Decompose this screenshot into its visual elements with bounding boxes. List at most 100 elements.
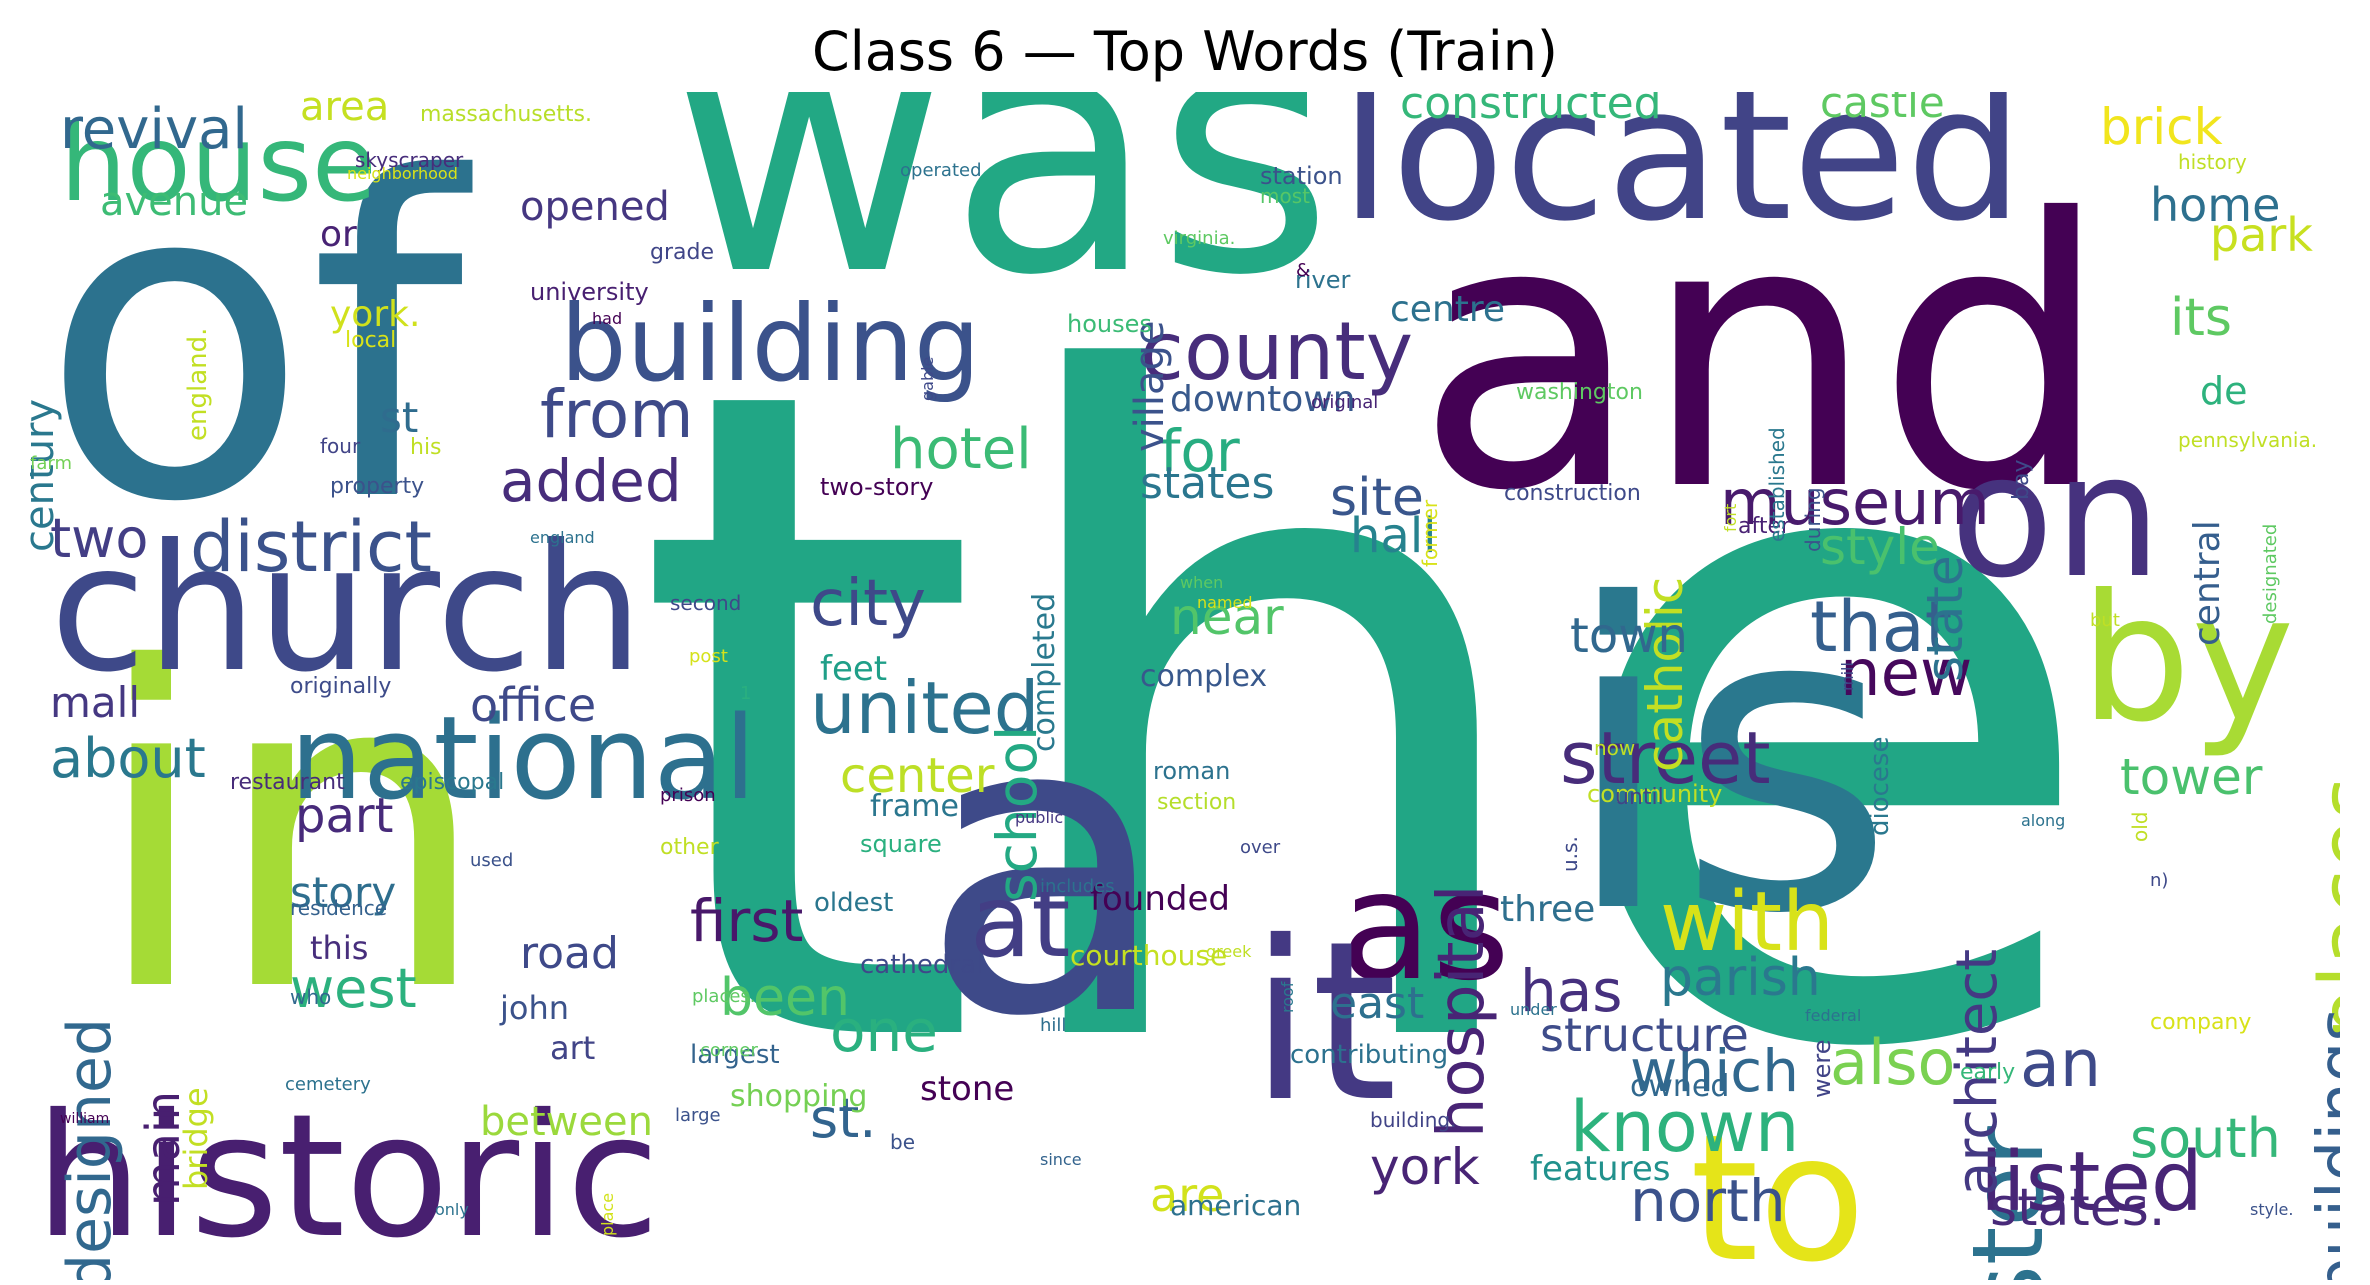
- word-story: story: [290, 868, 397, 917]
- word-includes: includes: [1040, 876, 1115, 897]
- word-is: is: [1560, 517, 1896, 1006]
- word-four: four: [320, 434, 361, 458]
- word-mill: mill: [1838, 662, 1857, 691]
- word-state: state: [1916, 555, 1974, 682]
- word-federal: federal: [1805, 1006, 1862, 1025]
- word-pennsylvania: pennsylvania.: [2178, 428, 2318, 452]
- word-early: early: [1960, 1060, 2016, 1085]
- word-places: places: [2303, 776, 2340, 1040]
- word-listed: listed: [1980, 1135, 2203, 1230]
- word-century: century: [30, 398, 63, 552]
- word-historic: historic: [35, 1078, 660, 1276]
- word-designated: designated: [2260, 523, 2281, 624]
- word-district: district: [190, 506, 432, 588]
- word-located: located: [1340, 92, 2024, 262]
- word-a: a: [920, 628, 1172, 1106]
- word-feet: feet: [820, 649, 888, 689]
- word-original: original: [1311, 392, 1379, 413]
- word-virginia: virginia.: [1163, 228, 1236, 249]
- word-largest: largest: [690, 1040, 780, 1070]
- word-england: england: [530, 528, 595, 547]
- word-over: over: [1240, 837, 1281, 858]
- word-buildings: buildings: [2305, 1008, 2340, 1280]
- word-owned: owned: [1630, 1069, 1730, 1104]
- word-that: that: [1810, 586, 1953, 668]
- word-only: only: [435, 1200, 469, 1219]
- word-features: features: [1530, 1149, 1671, 1189]
- word-hotel: hotel: [890, 417, 1032, 482]
- word-prison: prison: [660, 785, 716, 806]
- word-bridge: bridge: [177, 1087, 215, 1190]
- word-east: east: [1330, 978, 1425, 1029]
- word-tower: tower: [2120, 748, 2263, 806]
- word-opened: opened: [520, 184, 670, 230]
- word-diocese: diocese: [1865, 736, 1895, 836]
- word-neighborhood: neighborhood: [347, 164, 458, 183]
- word-under: under: [1510, 1000, 1557, 1019]
- word-shopping: shopping: [730, 1079, 868, 1114]
- word-castle: castle: [1820, 92, 1945, 127]
- word-this: this: [310, 929, 369, 967]
- word-at: at: [970, 863, 1071, 980]
- word-st: st: [380, 393, 419, 442]
- word-hall: hall: [1350, 508, 1437, 564]
- word-of: of: [40, 92, 465, 598]
- word-south: south: [2130, 1107, 2281, 1170]
- word-other: other: [660, 835, 719, 860]
- word-york: york: [1370, 1138, 1480, 1196]
- word-history: history: [2178, 150, 2247, 174]
- word-catholic: catholic: [1636, 576, 1694, 772]
- word-building: building: [560, 283, 981, 405]
- word-residence: residence: [290, 896, 388, 920]
- word-house: house: [60, 103, 377, 225]
- word-former: former: [1418, 499, 1442, 567]
- word-complex: complex: [1140, 659, 1268, 694]
- word-n: n): [2150, 870, 2169, 891]
- word-three: three: [1500, 889, 1596, 930]
- word-used: used: [470, 850, 514, 871]
- word-operated: operated: [900, 160, 982, 181]
- word-first: first: [690, 887, 804, 955]
- word-by: by: [2080, 558, 2295, 761]
- word-known: known: [1570, 1086, 1800, 1168]
- word-to: to: [1690, 1098, 1866, 1280]
- word-restaurant: restaurant: [230, 770, 345, 795]
- word-constructed: constructed: [1400, 92, 1662, 129]
- word-an: an: [2020, 1027, 2102, 1102]
- word-brick: brick: [2100, 98, 2223, 156]
- word-property: property: [330, 474, 425, 499]
- word-old: old: [2128, 811, 2152, 843]
- word-were: were: [1808, 1039, 1836, 1099]
- word-roman: roman: [1153, 757, 1231, 785]
- word-symbol: &: [1296, 260, 1311, 281]
- word-houses: houses: [1067, 310, 1152, 338]
- word-contributing: contributing: [1290, 1040, 1449, 1070]
- word-farm: farm: [30, 453, 72, 474]
- word-or: or: [320, 214, 357, 255]
- word-roof: roof: [1278, 981, 1297, 1013]
- word-about: about: [50, 727, 206, 790]
- word-massachusetts: massachusetts.: [420, 102, 593, 127]
- word-designed: designed: [55, 1017, 125, 1280]
- word-oldest: oldest: [814, 888, 894, 918]
- word-avenue: avenue: [100, 179, 249, 225]
- word-between: between: [480, 1099, 653, 1145]
- word-as: as: [1340, 840, 1511, 1014]
- word-u-s: u.s.: [1558, 836, 1582, 872]
- word-be: be: [890, 1130, 915, 1154]
- word-along: along: [2021, 811, 2066, 830]
- word-washington: washington: [1516, 380, 1643, 405]
- word-originally: originally: [290, 674, 392, 699]
- word-de: de: [2200, 369, 2248, 413]
- word-now: now: [1594, 736, 1636, 760]
- word-large: large: [675, 1105, 721, 1126]
- word-site: site: [1330, 468, 1424, 528]
- word-added: added: [500, 447, 682, 515]
- word-its: its: [2170, 288, 2232, 348]
- word-center: center: [840, 748, 995, 804]
- word-st: st.: [810, 1087, 877, 1150]
- word-church: church: [50, 508, 644, 711]
- word-gable: gable: [918, 356, 937, 401]
- word-two: two: [50, 507, 149, 570]
- word-place: place: [598, 1192, 617, 1236]
